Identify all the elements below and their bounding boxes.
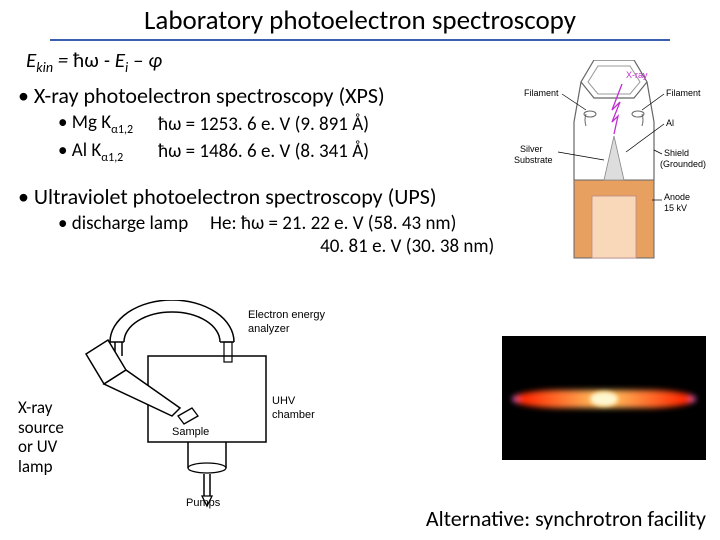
ups-he-line2: 40. 81 e. V (30. 38 nm) — [320, 235, 494, 258]
eq-term3: φ — [148, 47, 162, 73]
label-sample: Sample — [172, 426, 209, 438]
label-anode1: Anode — [664, 192, 690, 202]
label-grounded: (Grounded) — [660, 159, 706, 169]
label-substrate: Substrate — [514, 155, 553, 165]
plasma-discharge-photo — [502, 336, 706, 460]
ups-he-line1: ħω = 21. 22 e. V (58. 43 nm) — [241, 212, 457, 235]
label-shield: Shield — [664, 148, 689, 158]
label-al: Al — [666, 118, 674, 128]
label-filament-r: Filament — [666, 88, 701, 98]
xps-al-sub: α1,2 — [101, 151, 123, 165]
title-underline — [50, 39, 670, 41]
slide-title: Laboratory photoelectron spectroscopy — [0, 0, 720, 39]
eq-minus2: – — [128, 47, 148, 73]
xps-mg-src: Mg K — [72, 111, 111, 134]
label-filament-l: Filament — [524, 88, 559, 98]
eq-term1: ħω — [73, 47, 99, 73]
label-anode2: 15 kV — [664, 203, 687, 213]
eq-term2-var: E — [115, 47, 125, 73]
label-silver: Silver — [520, 144, 543, 154]
xray-source-diagram: Al Window X-ray Filament Filament Silver… — [514, 60, 714, 270]
xps-al-bullet: • — [58, 139, 72, 162]
xps-al-src: Al K — [72, 139, 102, 162]
xps-al-energy: ħω = 1486. 6 e. V (8. 341 Å) — [158, 140, 369, 163]
xray-source-label: X-ray source or UV lamp — [18, 398, 82, 476]
eq-minus1: - — [99, 47, 115, 73]
xps-mg-energy: ħω = 1253. 6 e. V (9. 891 Å) — [158, 113, 369, 136]
label-uhv2: chamber — [272, 409, 315, 421]
label-xray: X-ray — [626, 70, 648, 80]
label-analyzer-2: analyzer — [248, 323, 290, 335]
xps-mg-sub: α1,2 — [111, 123, 133, 137]
label-uhv1: UHV — [272, 395, 296, 407]
alternative-text: Alternative: synchrotron facility — [426, 505, 706, 532]
ups-he-label: He: — [210, 212, 241, 235]
eq-eq: = — [53, 47, 73, 73]
eq-lhs-var: E — [26, 47, 36, 73]
xps-mg-bullet: • — [58, 111, 72, 134]
plasma-core — [590, 392, 618, 406]
label-pumps: Pumps — [186, 497, 221, 509]
ups-discharge: • discharge lamp — [58, 212, 188, 235]
label-analyzer-1: Electron energy — [248, 309, 326, 321]
eq-lhs-sub: kin — [36, 59, 53, 76]
